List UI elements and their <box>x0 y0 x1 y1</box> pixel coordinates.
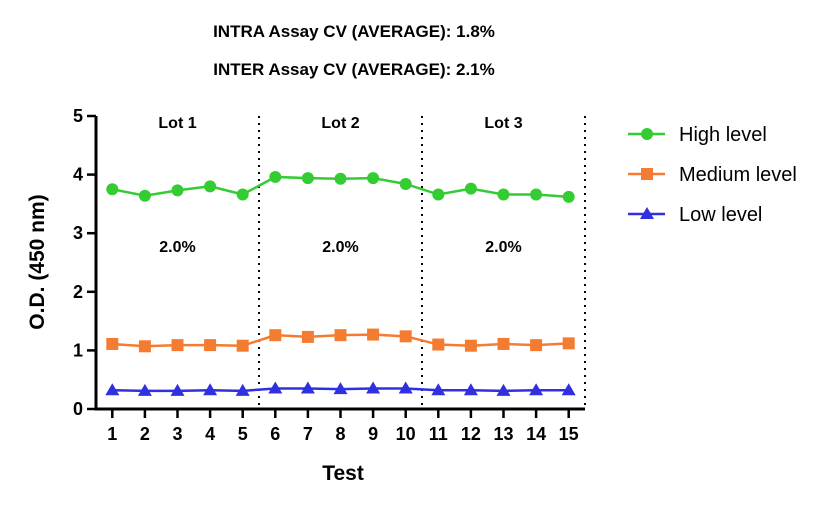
x-tick-label: 4 <box>205 424 215 444</box>
high-level-point <box>464 182 477 195</box>
x-axis-title: Test <box>322 462 364 485</box>
medium-level-point <box>399 330 412 343</box>
high-level-point <box>530 188 543 201</box>
low-level-point <box>170 383 185 396</box>
medium-level-point <box>236 339 249 352</box>
high-level-point <box>301 172 314 185</box>
high-level-point <box>562 190 575 203</box>
chart-legend: High level Medium level Low level <box>628 124 797 226</box>
x-tick-label: 9 <box>368 424 378 444</box>
high-level-point <box>432 188 445 201</box>
low-level-point <box>398 381 413 394</box>
low-level-point <box>203 383 218 396</box>
lot-label: Lot 1 <box>158 115 196 132</box>
intra-assay-cv-text: INTRA Assay CV (AVERAGE): 1.8% <box>213 22 495 41</box>
medium-level-point <box>432 338 445 351</box>
legend-high-level-marker <box>641 128 653 140</box>
high-level-point <box>334 172 347 185</box>
lot-cv-label: 2.0% <box>485 239 521 256</box>
y-tick-label: 2 <box>73 282 83 302</box>
medium-level-point <box>269 329 282 342</box>
lot-cv-label: 2.0% <box>159 239 195 256</box>
medium-level-point <box>334 329 347 342</box>
lot-label: Lot 3 <box>484 115 522 132</box>
lot-labels: Lot 1 2.0% Lot 2 2.0% Lot 3 2.0% <box>158 115 522 256</box>
x-tick-label: 11 <box>429 424 448 444</box>
low-level-point <box>366 381 381 394</box>
inter-assay-cv-text: INTER Assay CV (AVERAGE): 2.1% <box>213 60 495 79</box>
legend-medium-level-label: Medium level <box>679 164 797 186</box>
low-level-point <box>431 383 446 396</box>
y-axis-title: O.D. (450 nm) <box>26 194 49 329</box>
x-tick-label: 7 <box>303 424 313 444</box>
y-tick-label: 4 <box>73 165 83 185</box>
low-level-point <box>300 381 315 394</box>
medium-level-point <box>562 337 575 350</box>
low-level-point <box>105 383 120 396</box>
x-tick-label: 10 <box>396 424 416 444</box>
low-level-point <box>496 383 511 396</box>
x-tick-label: 5 <box>238 424 248 444</box>
legend-low-level-marker <box>640 207 654 219</box>
high-level-point <box>171 184 184 197</box>
high-level-point <box>106 183 119 196</box>
chart-series <box>105 170 576 396</box>
high-level-point <box>399 177 412 190</box>
medium-level-point <box>138 340 151 353</box>
medium-level-point <box>106 337 119 350</box>
x-tick-label: 8 <box>335 424 345 444</box>
high-level-point <box>497 188 510 201</box>
lot-label: Lot 2 <box>321 115 359 132</box>
medium-level-point <box>530 339 543 352</box>
x-tick-label: 13 <box>493 424 513 444</box>
high-level-point <box>138 189 151 202</box>
low-level-point <box>333 382 348 395</box>
low-level-point <box>235 383 250 396</box>
high-level-point <box>236 188 249 201</box>
y-tick-label: 3 <box>73 223 83 243</box>
medium-level-point <box>497 337 510 350</box>
x-tick-label: 12 <box>461 424 481 444</box>
medium-level-point <box>171 339 184 352</box>
low-level-point <box>268 381 283 394</box>
high-level-point <box>367 172 380 185</box>
x-tick-label: 3 <box>172 424 182 444</box>
x-tick-label: 14 <box>526 424 546 444</box>
medium-level-point <box>464 339 477 352</box>
lot-cv-label: 2.0% <box>322 239 358 256</box>
legend-medium-level-marker <box>641 168 653 180</box>
x-tick-label: 1 <box>107 424 117 444</box>
y-tick-label: 5 <box>73 106 83 126</box>
medium-level-point <box>367 328 380 341</box>
medium-level-point <box>204 339 217 352</box>
lot-dividers <box>258 116 586 409</box>
y-tick-label: 0 <box>73 399 83 419</box>
medium-level-point <box>301 330 314 343</box>
legend-low-level-label: Low level <box>679 204 762 226</box>
x-tick-label: 6 <box>270 424 280 444</box>
low-level-point <box>529 383 544 396</box>
x-tick-label: 2 <box>140 424 150 444</box>
low-level-point <box>137 383 152 396</box>
x-tick-label: 15 <box>559 424 579 444</box>
low-level-point <box>463 383 478 396</box>
y-tick-label: 1 <box>73 340 83 360</box>
high-level-point <box>269 170 282 183</box>
high-level-point <box>204 180 217 193</box>
legend-high-level-label: High level <box>679 124 767 146</box>
low-level-point <box>561 383 576 396</box>
